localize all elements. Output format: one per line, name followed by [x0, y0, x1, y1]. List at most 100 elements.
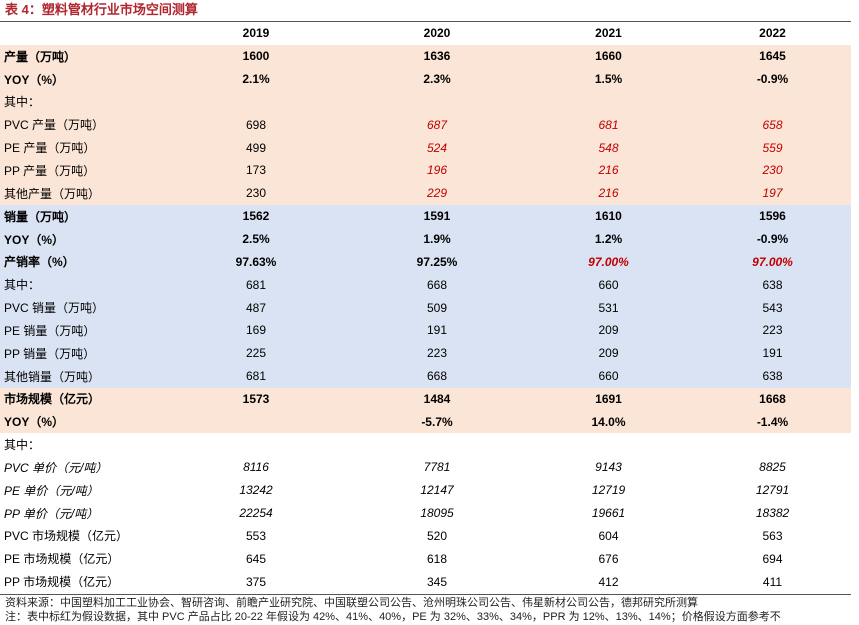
cell-2020: 668 [351, 364, 523, 388]
cell-2019 [161, 90, 351, 114]
cell-2021: 216 [523, 159, 694, 182]
cell-2019: 1562 [161, 204, 351, 228]
row-label: 其中： [0, 433, 161, 457]
cell-2019: 8116 [161, 456, 351, 479]
cell-2021: 19661 [523, 501, 694, 525]
cell-2022: -1.4% [694, 410, 851, 434]
cell-2021: 12719 [523, 478, 694, 502]
table-row: PE 单价（元/吨） 13242 12147 12719 12791 [0, 478, 851, 502]
cell-2019 [161, 433, 351, 457]
cell-2021: 604 [523, 524, 694, 548]
cell-2020: 1.9% [351, 227, 523, 251]
row-label: PP 市场规模（亿元） [0, 570, 161, 594]
cell-2020: 12147 [351, 478, 523, 502]
cell-2019: 553 [161, 524, 351, 548]
row-label: PP 产量（万吨） [0, 159, 161, 182]
table-row: PVC 单价（元/吨） 8116 7781 9143 8825 [0, 456, 851, 479]
cell-2020: 229 [351, 181, 523, 205]
cell-2020: 2.3% [351, 67, 523, 91]
table-row: 其他销量（万吨） 681 668 660 638 [0, 364, 851, 388]
row-label: PE 销量（万吨） [0, 318, 161, 342]
cell-2019: 225 [161, 341, 351, 365]
cell-2022: -0.9% [694, 67, 851, 91]
cell-2019: 2.1% [161, 67, 351, 91]
table-row: 其他产量（万吨） 230 229 216 197 [0, 181, 851, 205]
table-row: 市场规模（亿元） 1573 1484 1691 1668 [0, 387, 851, 411]
cell-2019: 1600 [161, 44, 351, 68]
cell-2022: 638 [694, 273, 851, 297]
cell-2022: 694 [694, 547, 851, 571]
cell-2020 [351, 90, 523, 114]
table-row: PVC 产量（万吨） 698 687 681 658 [0, 113, 851, 137]
cell-2022: 559 [694, 136, 851, 160]
row-label: 产量（万吨） [0, 44, 161, 68]
cell-2019: 97.63% [161, 250, 351, 274]
table-row: YOY（%） 2.5% 1.9% 1.2% -0.9% [0, 227, 851, 251]
cell-2022: 563 [694, 524, 851, 548]
header-cell-2020: 2020 [351, 22, 523, 45]
cell-2022 [694, 90, 851, 114]
cell-2020: 18095 [351, 501, 523, 525]
header-cell-2022: 2022 [694, 22, 851, 45]
cell-2020: 1484 [351, 387, 523, 411]
cell-2021: 531 [523, 296, 694, 319]
cell-2022: 191 [694, 341, 851, 365]
cell-2022: 97.00% [694, 250, 851, 274]
header-cell-label [0, 22, 161, 45]
row-label: PE 产量（万吨） [0, 136, 161, 160]
row-label: 其中： [0, 90, 161, 114]
cell-2021: 1.5% [523, 67, 694, 91]
row-label: YOY（%） [0, 67, 161, 91]
row-label: YOY（%） [0, 227, 161, 251]
cell-2020: 7781 [351, 456, 523, 479]
cell-2022: 8825 [694, 456, 851, 479]
cell-2022: 18382 [694, 501, 851, 525]
table-title: 表 4：塑料管材行业市场空间测算 [5, 2, 198, 17]
table-row: 其中： [0, 90, 851, 114]
cell-2021: 97.00% [523, 250, 694, 274]
row-label: PVC 市场规模（亿元） [0, 524, 161, 548]
cell-2021: 209 [523, 341, 694, 365]
cell-2021 [523, 433, 694, 457]
bottom-rule [0, 594, 851, 595]
cell-2019: 1573 [161, 387, 351, 411]
cell-2019: 698 [161, 113, 351, 137]
table-row: 产量（万吨） 1600 1636 1660 1645 [0, 44, 851, 68]
row-label: PP 销量（万吨） [0, 341, 161, 365]
source-note: 资料来源：中国塑料加工工业协会、智研咨询、前瞻产业研究院、中国联塑公司公告、沧州… [5, 597, 698, 609]
cell-2021 [523, 90, 694, 114]
footnote: 注：表中标红为假设数据，其中 PVC 产品占比 20-22 年假设为 42%、4… [5, 611, 781, 623]
cell-2022: 658 [694, 113, 851, 137]
table-row: PE 产量（万吨） 499 524 548 559 [0, 136, 851, 160]
table-row: YOY（%） 2.1% 2.3% 1.5% -0.9% [0, 67, 851, 91]
table-row: PE 销量（万吨） 169 191 209 223 [0, 318, 851, 342]
cell-2019: 487 [161, 296, 351, 319]
cell-2019: 230 [161, 181, 351, 205]
table-row: PVC 销量（万吨） 487 509 531 543 [0, 296, 851, 319]
cell-2021: 14.0% [523, 410, 694, 434]
cell-2021: 681 [523, 113, 694, 137]
cell-2022: 230 [694, 159, 851, 182]
header-row: 2019 2020 2021 2022 [0, 22, 851, 45]
table-row: PP 产量（万吨） 173 196 216 230 [0, 159, 851, 182]
cell-2019: 169 [161, 318, 351, 342]
cell-2022: 223 [694, 318, 851, 342]
row-label: 产销率（%） [0, 250, 161, 274]
table-row: PVC 市场规模（亿元） 553 520 604 563 [0, 524, 851, 548]
cell-2019: 2.5% [161, 227, 351, 251]
cell-2022: 638 [694, 364, 851, 388]
cell-2019: 681 [161, 364, 351, 388]
table-row: 产销率（%） 97.63% 97.25% 97.00% 97.00% [0, 250, 851, 274]
cell-2020: 1636 [351, 44, 523, 68]
cell-2021: 660 [523, 364, 694, 388]
cell-2021: 412 [523, 570, 694, 594]
cell-2020: 618 [351, 547, 523, 571]
cell-2021: 548 [523, 136, 694, 160]
cell-2022: 543 [694, 296, 851, 319]
header-cell-2021: 2021 [523, 22, 694, 45]
cell-2020: 509 [351, 296, 523, 319]
cell-2020: 97.25% [351, 250, 523, 274]
cell-2022: 411 [694, 570, 851, 594]
row-label: PE 市场规模（亿元） [0, 547, 161, 571]
table-row: PP 单价（元/吨） 22254 18095 19661 18382 [0, 501, 851, 525]
